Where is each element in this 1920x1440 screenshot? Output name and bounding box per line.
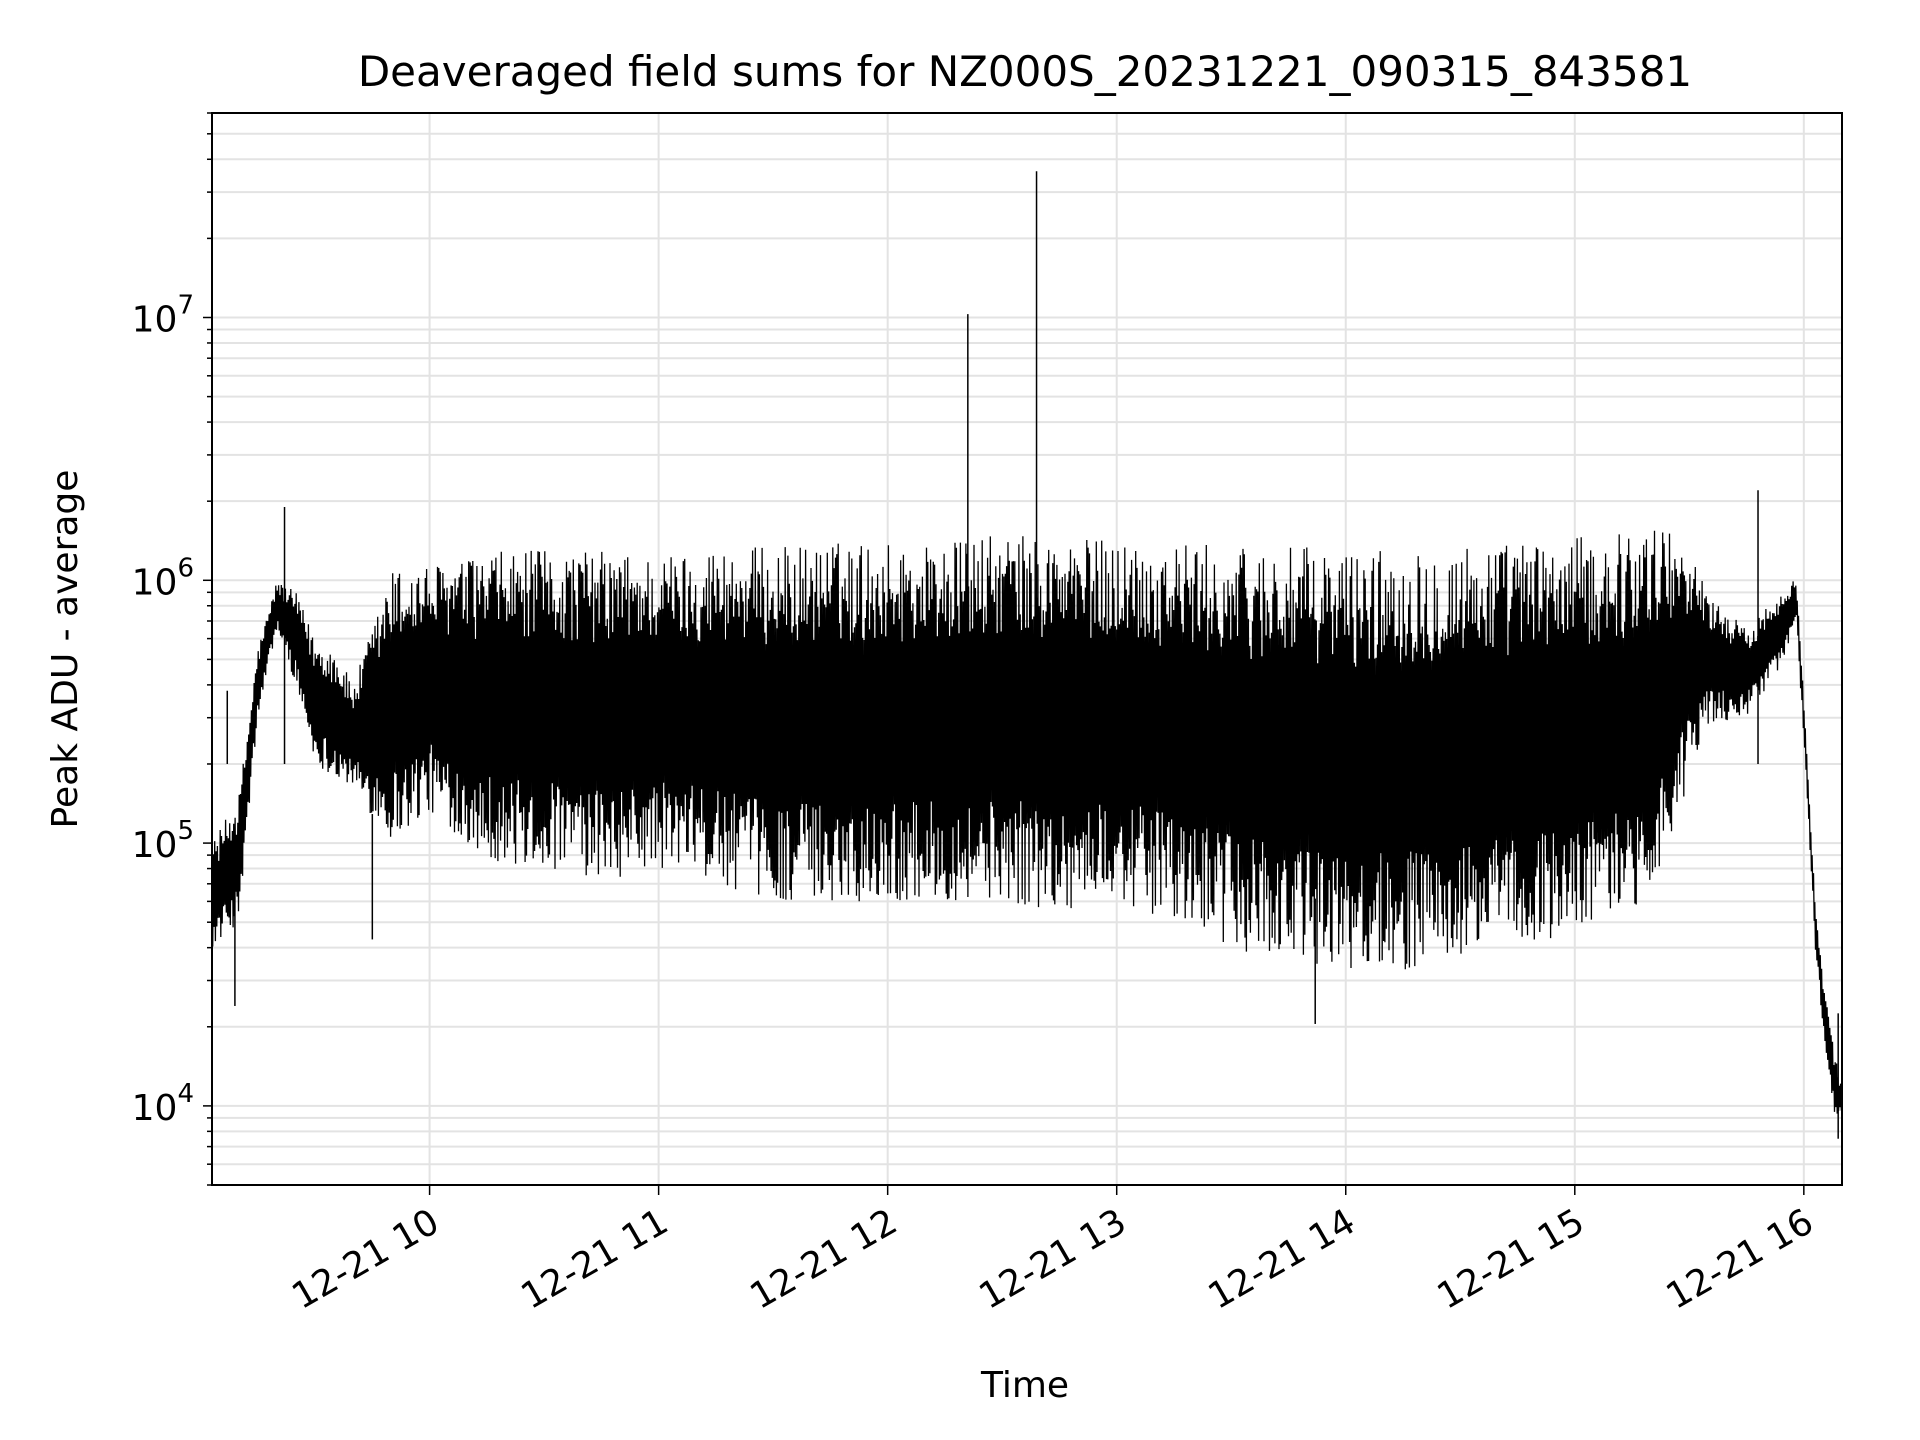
plot-area [211,171,1843,1139]
series-line [211,530,1843,1114]
y-tick-label: 104 [132,1079,194,1129]
chart-title: Deaveraged field sums for NZ000S_2023122… [358,47,1692,96]
y-tick-label: 105 [132,816,194,866]
y-tick-label: 107 [132,290,194,340]
y-tick-label: 106 [132,553,194,603]
x-axis-label: Time [980,1365,1069,1406]
plot-frame [211,112,1843,1186]
y-axis-label: Peak ADU - average [45,470,86,829]
